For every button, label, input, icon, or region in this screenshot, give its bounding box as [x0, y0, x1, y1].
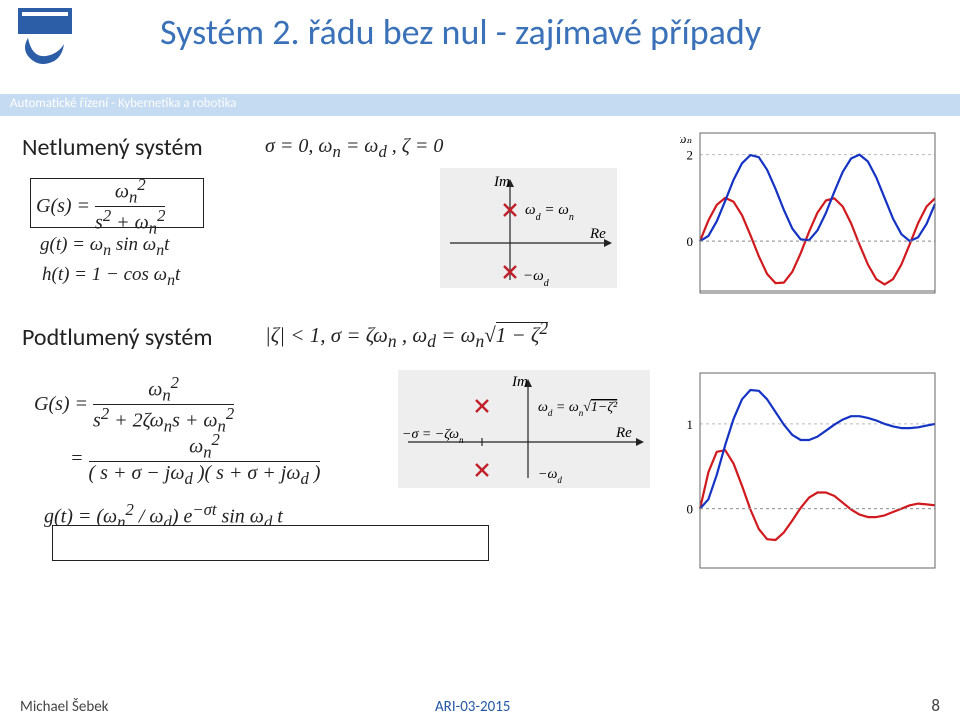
breadcrumb: Automatické řízení - Kybernetika a robot…: [10, 96, 237, 111]
underdamped-ht-box: [52, 525, 489, 561]
svg-text:0: 0: [687, 234, 694, 249]
svg-text:Re: Re: [589, 226, 606, 242]
svg-text:Im: Im: [511, 374, 528, 390]
undamped-chart-series: ωₙ 0 2: [680, 128, 940, 298]
underdamped-gs1: G(s) = ωn2 s2 + 2ζωns + ωn2: [34, 375, 234, 436]
svg-text:2: 2: [687, 148, 694, 163]
underdamped-gs2: = ωn2 ( s + σ − jωd )( s + σ + jωd ): [70, 432, 320, 488]
undamped-pz-plot: Im Re ωd = ωn −ωd: [440, 168, 617, 288]
breadcrumb-b: Kybernetika a robotika: [118, 96, 236, 111]
footer-page: 8: [931, 695, 940, 716]
svg-text:Im: Im: [493, 174, 510, 190]
svg-text:−ωd: −ωd: [523, 268, 550, 288]
underdamped-pz-plot: Im Re −σ = −ζωn ωd = ωn√1−ζ² −ωd: [398, 370, 650, 488]
undamped-gs: G(s) = ωn2 s2 + ωn2: [36, 177, 165, 238]
undamped-ht: h(t) = 1 − cos ωnt: [42, 264, 180, 290]
cvut-logo: [10, 2, 80, 82]
breadcrumb-sep: -: [108, 96, 118, 111]
svg-text:ωd = ωn√1−ζ²: ωd = ωn√1−ζ²: [538, 400, 618, 418]
footer-author: Michael Šebek: [20, 698, 109, 716]
undamped-cond: σ = 0, ωn = ωd , ζ = 0: [265, 135, 443, 162]
svg-text:ωd = ωn: ωd = ωn: [525, 202, 574, 223]
svg-text:Re: Re: [615, 425, 632, 441]
footer-course: ARI-03-2015: [435, 698, 510, 716]
svg-text:−ωd: −ωd: [538, 467, 562, 485]
svg-text:0: 0: [687, 502, 694, 517]
svg-text:1: 1: [687, 417, 694, 432]
underdamped-chart-series: 01: [680, 368, 940, 573]
underdamped-cond: |ζ| < 1, σ = ζωn , ωd = ωn√1 − ζ2: [265, 318, 548, 352]
underdamped-label: Podtlumený systém: [22, 323, 213, 352]
breadcrumb-a: Automatické řízení: [10, 96, 108, 111]
undamped-gt: g(t) = ωn sin ωnt: [40, 234, 169, 260]
undamped-label: Netlumený systém: [22, 133, 203, 162]
svg-text:ωₙ: ωₙ: [680, 131, 692, 146]
slide-title: Systém 2. řádu bez nul - zajímavé případ…: [160, 10, 960, 54]
